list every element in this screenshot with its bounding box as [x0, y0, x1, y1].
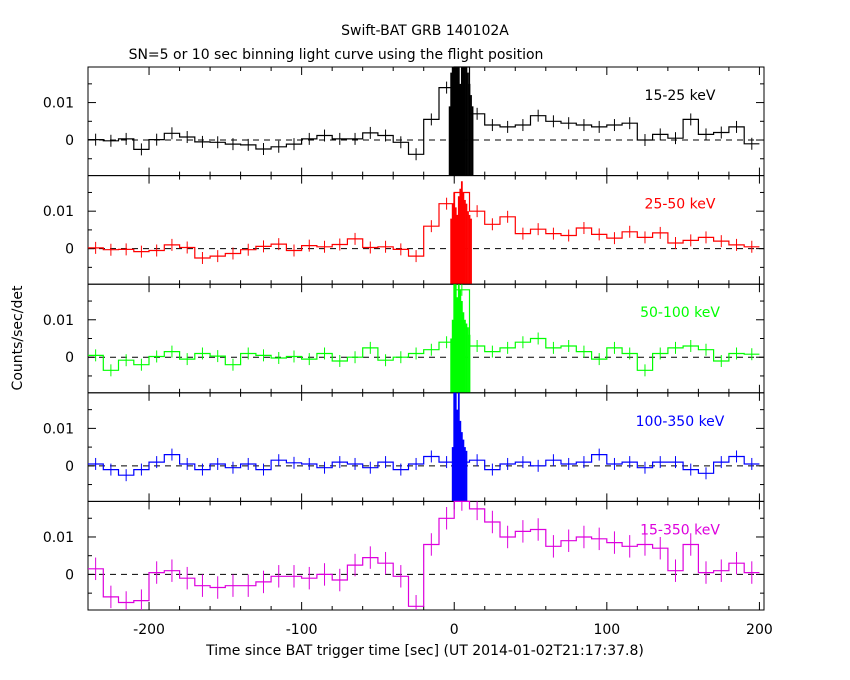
y-tick-label: 0.01: [43, 530, 74, 546]
y-tick-label: 0.01: [43, 96, 74, 112]
band-label: 50-100 keV: [640, 305, 720, 321]
panel-15-25-kev: 0 0.01 15-25 keV: [43, 66, 765, 177]
band-label: 15-350 keV: [640, 522, 720, 538]
panel-frame: [87, 500, 765, 611]
x-tick-label: 0: [450, 622, 459, 638]
panel-25-50-kev: 0 0.01 25-50 keV: [43, 175, 765, 285]
chart-title: Swift-BAT GRB 140102A: [341, 23, 509, 39]
x-tick-labels: -200 -100 0 100 200: [133, 622, 773, 638]
x-axis-title: Time since BAT trigger time [sec] (UT 20…: [205, 643, 644, 659]
series-step-line: [88, 289, 760, 371]
series-step-line: [88, 66, 760, 155]
panel-frame: [87, 175, 765, 285]
y-tick-label: 0.01: [43, 313, 74, 329]
y-tick-label: 0: [65, 459, 74, 475]
x-tick-label: -200: [133, 622, 165, 638]
y-tick-label: 0: [65, 133, 74, 149]
y-tick-label: 0: [65, 350, 74, 366]
y-axis-title: Counts/sec/det: [10, 285, 26, 390]
x-tick-label: 200: [746, 622, 773, 638]
series-step-line: [88, 454, 760, 476]
band-label: 100-350 keV: [636, 414, 725, 430]
panel-100-350-kev: 0 0.01 100-350 keV: [43, 392, 765, 502]
chart-subtitle: SN=5 or 10 sec binning light curve using…: [129, 47, 544, 63]
y-tick-label: 0.01: [43, 421, 74, 437]
x-tick-label: 100: [593, 622, 620, 638]
panels-group: 0 0.01 15-25 keV 0 0.01 25-50 keV 0 0.01 50-100 …: [43, 66, 765, 611]
band-label: 25-50 keV: [645, 197, 716, 213]
band-label: 15-25 keV: [645, 88, 716, 104]
series-step-line: [88, 500, 760, 607]
panel-frame: [87, 392, 765, 502]
panel-50-100-kev: 0 0.01 50-100 keV: [43, 283, 765, 394]
panel-15-350-kev: 0 0.01 15-350 keV: [43, 500, 765, 611]
y-tick-label: 0: [65, 567, 74, 583]
y-tick-label: 0.01: [43, 204, 74, 220]
panel-frame: [87, 66, 765, 177]
x-tick-label: -100: [286, 622, 318, 638]
y-tick-label: 0: [65, 242, 74, 258]
panel-frame: [87, 283, 765, 394]
